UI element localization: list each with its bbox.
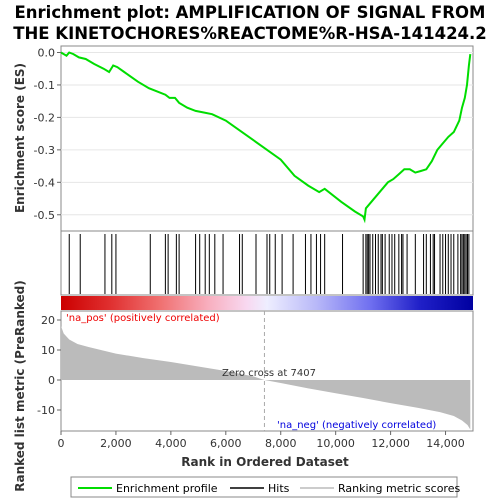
metric-panel: 20 10 0 -10 0 2,000 4,000 6,000 8,000 10,000 12,0…: [13, 280, 474, 492]
x-tick-label: 14,000: [426, 437, 465, 450]
x-tick-label: 2,000: [100, 437, 132, 450]
title-line-1: Enrichment plot: AMPLIFICATION OF SIGNAL…: [15, 3, 486, 22]
es-y-tick-label: -0.3: [34, 144, 55, 157]
x-tick-label: 12,000: [371, 437, 410, 450]
metric-y-ticks: 20 10 0 -10: [37, 314, 61, 417]
x-tick-label: 6,000: [210, 437, 242, 450]
es-y-tick-label: -0.5: [34, 209, 55, 222]
metric-y-tick-label: 20: [41, 314, 55, 327]
es-panel: 0.0 -0.1 -0.2 -0.3 -0.4 -0.5 Enrichment score…: [13, 45, 474, 232]
enrichment-profile-line: [60, 51, 472, 224]
zero-cross-label: Zero cross at 7407: [222, 368, 316, 379]
legend-ranking-label: Ranking metric scores: [338, 482, 460, 495]
x-tick-label: 4,000: [155, 437, 187, 450]
es-y-tick-label: -0.4: [34, 176, 55, 189]
negative-correlation-label: 'na_neg' (negatively correlated): [277, 420, 436, 431]
metric-y-axis-title: Ranked list metric (PreRanked): [13, 280, 27, 492]
x-tick-label: 8,000: [265, 437, 297, 450]
es-y-ticks: 0.0 -0.1 -0.2 -0.3 -0.4 -0.5: [34, 46, 61, 222]
metric-y-tick-label: -10: [37, 404, 55, 417]
es-y-tick-label: 0.0: [38, 46, 56, 59]
metric-y-tick-label: 10: [41, 344, 55, 357]
title-line-2: THE KINETOCHORES%REACTOME%R-HSA-141424.2: [13, 24, 487, 43]
legend-frame: [70, 476, 458, 498]
es-gridlines: [61, 51, 473, 216]
legend-hits-label: Hits: [268, 482, 290, 495]
metric-x-ticks: 0 2,000 4,000 6,000 8,000 10,000 12,000 14,000: [58, 431, 465, 450]
x-axis-title: Rank in Ordered Dataset: [181, 455, 349, 469]
positive-correlation-label: 'na_pos' (positively correlated): [66, 313, 220, 324]
es-y-tick-label: -0.2: [34, 111, 55, 124]
x-tick-label: 0: [58, 437, 65, 450]
legend: Enrichment profile Hits Ranking metric s…: [70, 476, 460, 498]
ranking-metric-area: [61, 326, 471, 430]
es-y-tick-label: -0.1: [34, 79, 55, 92]
hit-markers: [68, 234, 470, 294]
x-tick-label: 10,000: [316, 437, 355, 450]
es-y-axis-title: Enrichment score (ES): [13, 63, 27, 213]
es-panel-frame: [60, 45, 474, 232]
hits-panel: [60, 230, 474, 296]
ranking-color-band: [61, 296, 473, 310]
metric-y-tick-label: 0: [48, 374, 55, 387]
legend-enrichment-label: Enrichment profile: [116, 482, 218, 495]
